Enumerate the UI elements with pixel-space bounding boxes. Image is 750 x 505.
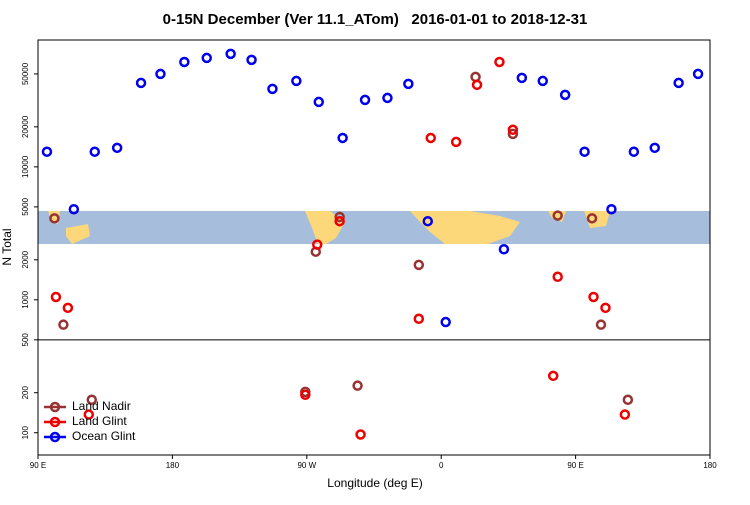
point: [588, 291, 599, 303]
legend-label: Land Glint: [72, 414, 127, 428]
y-tick-label: 200: [21, 385, 30, 399]
point: [595, 319, 607, 330]
point: [155, 68, 166, 80]
point: [352, 380, 363, 391]
point: [179, 56, 190, 68]
point: [334, 215, 345, 227]
point: [413, 259, 425, 271]
point: [403, 78, 414, 90]
point: [692, 68, 704, 80]
x-tick-label: 90 E: [567, 461, 583, 470]
y-tick-label: 20000: [21, 115, 30, 138]
point: [628, 146, 640, 157]
map-strip: [38, 211, 710, 244]
point: [559, 89, 571, 101]
chart-title: 0-15N December (Ver 11.1_ATom) 2016-01-0…: [163, 11, 588, 28]
plot-frame: [37, 39, 711, 456]
point: [425, 132, 436, 144]
y-axis-label: N Total: [0, 228, 14, 265]
legend-marker: [49, 401, 61, 413]
point: [498, 244, 510, 255]
x-axis-label: Longitude (deg E): [327, 476, 422, 490]
map-land: [66, 224, 90, 244]
point: [359, 94, 371, 106]
point: [547, 370, 559, 382]
point: [507, 128, 519, 140]
point: [68, 203, 80, 215]
legend-marker: [49, 431, 61, 443]
point: [606, 203, 617, 215]
point: [291, 75, 302, 87]
point: [86, 394, 98, 406]
point: [41, 146, 53, 157]
x-tick-label: 180: [703, 461, 717, 470]
y-tick-label: 10000: [21, 155, 30, 178]
point: [111, 142, 123, 154]
y-tick-label: 50000: [21, 62, 30, 85]
point: [50, 291, 62, 303]
point: [516, 72, 528, 84]
legend-label: Land Nadir: [72, 399, 131, 413]
point: [619, 409, 631, 420]
point: [49, 213, 60, 224]
point: [201, 52, 212, 64]
point: [600, 302, 611, 314]
point: [494, 56, 505, 68]
point: [382, 92, 393, 104]
point: [413, 313, 425, 325]
point: [471, 79, 483, 91]
y-tick-label: 1000: [21, 290, 30, 308]
x-tick-label: 90 W: [297, 461, 316, 470]
point: [225, 48, 236, 60]
point: [622, 394, 634, 406]
y-tick-label: 2000: [21, 250, 30, 268]
point: [649, 142, 660, 154]
point: [337, 132, 348, 144]
point: [89, 146, 100, 157]
point: [267, 83, 278, 95]
point: [58, 319, 69, 330]
point: [62, 302, 74, 314]
point: [552, 271, 563, 283]
point: [673, 77, 684, 89]
point: [355, 429, 366, 440]
point: [586, 213, 598, 224]
point: [507, 124, 519, 136]
y-tick-label: 5000: [21, 197, 30, 215]
point: [422, 215, 434, 227]
x-tick-label: 180: [166, 461, 180, 470]
point: [470, 71, 481, 83]
point: [334, 211, 345, 223]
point: [300, 389, 311, 401]
point: [552, 210, 563, 221]
point: [246, 54, 257, 66]
point: [83, 409, 95, 420]
point: [579, 146, 590, 157]
point: [135, 77, 147, 89]
point: [312, 239, 323, 250]
x-tick-label: 90 E: [30, 461, 46, 470]
point: [450, 136, 462, 148]
point: [313, 96, 324, 108]
legend-label: Ocean Glint: [72, 429, 136, 443]
point: [440, 316, 451, 328]
y-tick-label: 500: [21, 333, 30, 347]
legend-marker: [49, 416, 61, 428]
x-tick-label: 0: [439, 461, 444, 470]
point: [537, 75, 548, 87]
map-ocean: [38, 211, 710, 244]
y-tick-label: 100: [21, 426, 30, 440]
map-land: [410, 211, 520, 244]
